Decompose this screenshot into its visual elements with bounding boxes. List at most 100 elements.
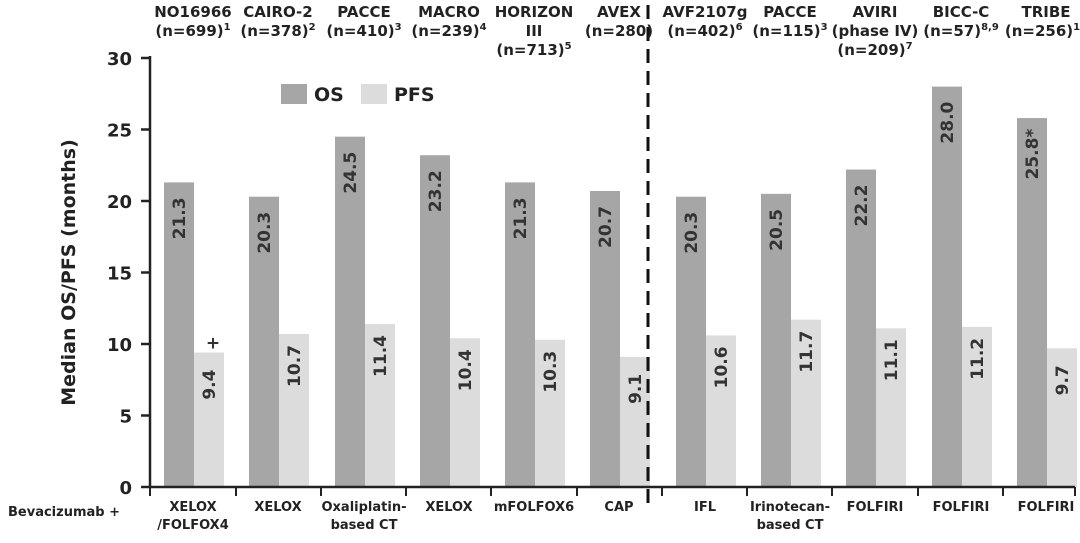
study-footnote-9: 8,9 — [981, 22, 999, 33]
os-value-label-9: 28.0 — [938, 101, 958, 143]
os-bar-2 — [335, 136, 365, 487]
study-title-7-0: PACCE — [763, 3, 817, 21]
pfs-value-label-0: 9.4 — [200, 369, 220, 399]
study-title-3-0: MACRO — [418, 3, 480, 21]
study-footnote-1: 2 — [309, 22, 316, 33]
os-bar-1 — [249, 196, 279, 487]
regimen-label-5-0: CAP — [604, 500, 633, 515]
regimen-label-0-0: XELOX — [169, 500, 216, 515]
pfs-bar-1 — [279, 333, 309, 487]
y-tick-label-0: 0 — [119, 478, 132, 499]
y-axis-label: Median OS/PFS (months) — [58, 139, 80, 406]
pfs-value-label-3: 10.4 — [456, 349, 476, 391]
bars — [164, 86, 1077, 488]
pfs-value-label-2: 11.4 — [371, 335, 391, 377]
regimen-label-2-0: Oxaliplatin- — [322, 500, 407, 515]
study-footnote-2: 3 — [395, 22, 402, 33]
study-title-2-0: PACCE — [337, 3, 391, 21]
pfs-value-label-4: 10.3 — [541, 351, 561, 393]
os-bar-3 — [420, 155, 450, 488]
study-title-6-0: AVF2107g — [663, 3, 748, 21]
os-bar-9 — [932, 86, 962, 487]
legend-swatch-os — [281, 84, 307, 104]
pfs-value-label-8: 11.1 — [882, 339, 902, 381]
pfs-value-label-9: 11.2 — [968, 338, 988, 380]
regimen-label-7-0: Irinotecan- — [750, 500, 830, 515]
pfs-bar-9 — [962, 326, 992, 487]
regimen-label-2-1: based CT — [331, 518, 398, 533]
pfs-bar-7 — [791, 319, 821, 487]
regimen-label-8-0: FOLFIRI — [847, 500, 904, 515]
study-title-8-1: (phase IV) — [832, 22, 919, 40]
study-footnote-4: 5 — [565, 41, 572, 52]
study-title-10-1: (n=256)10 — [1005, 22, 1080, 40]
y-tick-label-5: 5 — [119, 407, 132, 428]
os-value-label-5: 20.7 — [596, 206, 616, 248]
study-footnote-3: 4 — [480, 22, 487, 33]
pfs-value-label-5: 9.1 — [626, 374, 646, 404]
study-title-6-1: (n=402)6 — [667, 22, 742, 40]
study-title-5-1: (n=280) — [585, 22, 653, 40]
study-footnote-6: 6 — [736, 22, 743, 33]
os-bar-7 — [761, 193, 791, 487]
regimen-label-1-0: XELOX — [254, 500, 301, 515]
os-bar-8 — [846, 169, 876, 488]
study-title-8-2: (n=209)7 — [837, 41, 912, 59]
study-title-8-0: AVIRI — [853, 3, 898, 21]
os-value-label-7: 20.5 — [767, 209, 787, 251]
y-tick-label-20: 20 — [107, 192, 132, 213]
os-bar-10 — [1017, 118, 1047, 487]
pfs-value-label-1: 10.7 — [285, 345, 305, 387]
os-value-label-10: 25.8* — [1023, 129, 1043, 180]
regimen-label-7-1: based CT — [757, 518, 824, 533]
study-title-10-0: TRIBE — [1021, 3, 1070, 21]
regimen-label-3-0: XELOX — [425, 500, 472, 515]
study-title-3-1: (n=239)4 — [411, 22, 486, 40]
y-tick-label-25: 25 — [107, 121, 132, 142]
y-tick-label-15: 15 — [107, 264, 132, 285]
study-title-5-0: AVEX — [597, 3, 641, 21]
study-title-9-1: (n=57)8,9 — [923, 22, 999, 40]
os-value-label-3: 23.2 — [426, 170, 446, 212]
study-footnote-0: 1 — [224, 22, 231, 33]
pfs-value-label-10: 9.7 — [1053, 365, 1073, 395]
study-title-1-1: (n=378)2 — [240, 22, 315, 40]
pfs-value-label-7: 11.7 — [797, 331, 817, 373]
pfs-bar-2 — [365, 323, 395, 487]
os-value-label-6: 20.3 — [682, 212, 702, 254]
y-tick-label-30: 30 — [107, 49, 132, 70]
regimen-label-0-1: /FOLFOX4 — [157, 518, 229, 533]
regimen-label-6-0: IFL — [694, 500, 716, 515]
x-axis-prefix: Bevacizumab + — [8, 505, 120, 520]
study-title-0-1: (n=699)1 — [155, 22, 230, 40]
study-footnote-7: 3 — [821, 22, 828, 33]
legend: OS PFS — [281, 84, 435, 106]
os-value-label-4: 21.3 — [511, 197, 531, 239]
regimen-label-9-0: FOLFIRI — [933, 500, 990, 515]
significance-marker-0: + — [206, 334, 220, 354]
os-value-label-8: 22.2 — [852, 185, 872, 227]
study-title-7-1: (n=115)3 — [752, 22, 827, 40]
study-title-0-0: NO16966 — [154, 3, 232, 21]
axes — [141, 5, 1076, 505]
y-tick-label-10: 10 — [107, 335, 132, 356]
pfs-bar-0 — [194, 352, 224, 487]
regimen-label-4-0: mFOLFOX6 — [494, 500, 574, 515]
os-bar-4 — [505, 182, 535, 487]
study-footnote-8: 7 — [906, 41, 913, 52]
pfs-bar-3 — [450, 338, 480, 487]
os-bar-0 — [164, 182, 194, 487]
regimen-label-10-0: FOLFIRI — [1018, 500, 1075, 515]
study-title-9-0: BICC-C — [933, 3, 990, 21]
pfs-bar-5 — [620, 356, 650, 487]
os-value-label-1: 20.3 — [255, 212, 275, 254]
os-value-label-2: 24.5 — [341, 152, 361, 194]
study-title-2-1: (n=410)3 — [326, 22, 401, 40]
pfs-bar-10 — [1047, 348, 1077, 487]
study-title-4-0: HORIZON — [495, 3, 574, 21]
study-title-1-0: CAIRO-2 — [243, 3, 312, 21]
pfs-bar-6 — [706, 335, 736, 487]
study-title-4-2: (n=713)5 — [496, 41, 571, 59]
